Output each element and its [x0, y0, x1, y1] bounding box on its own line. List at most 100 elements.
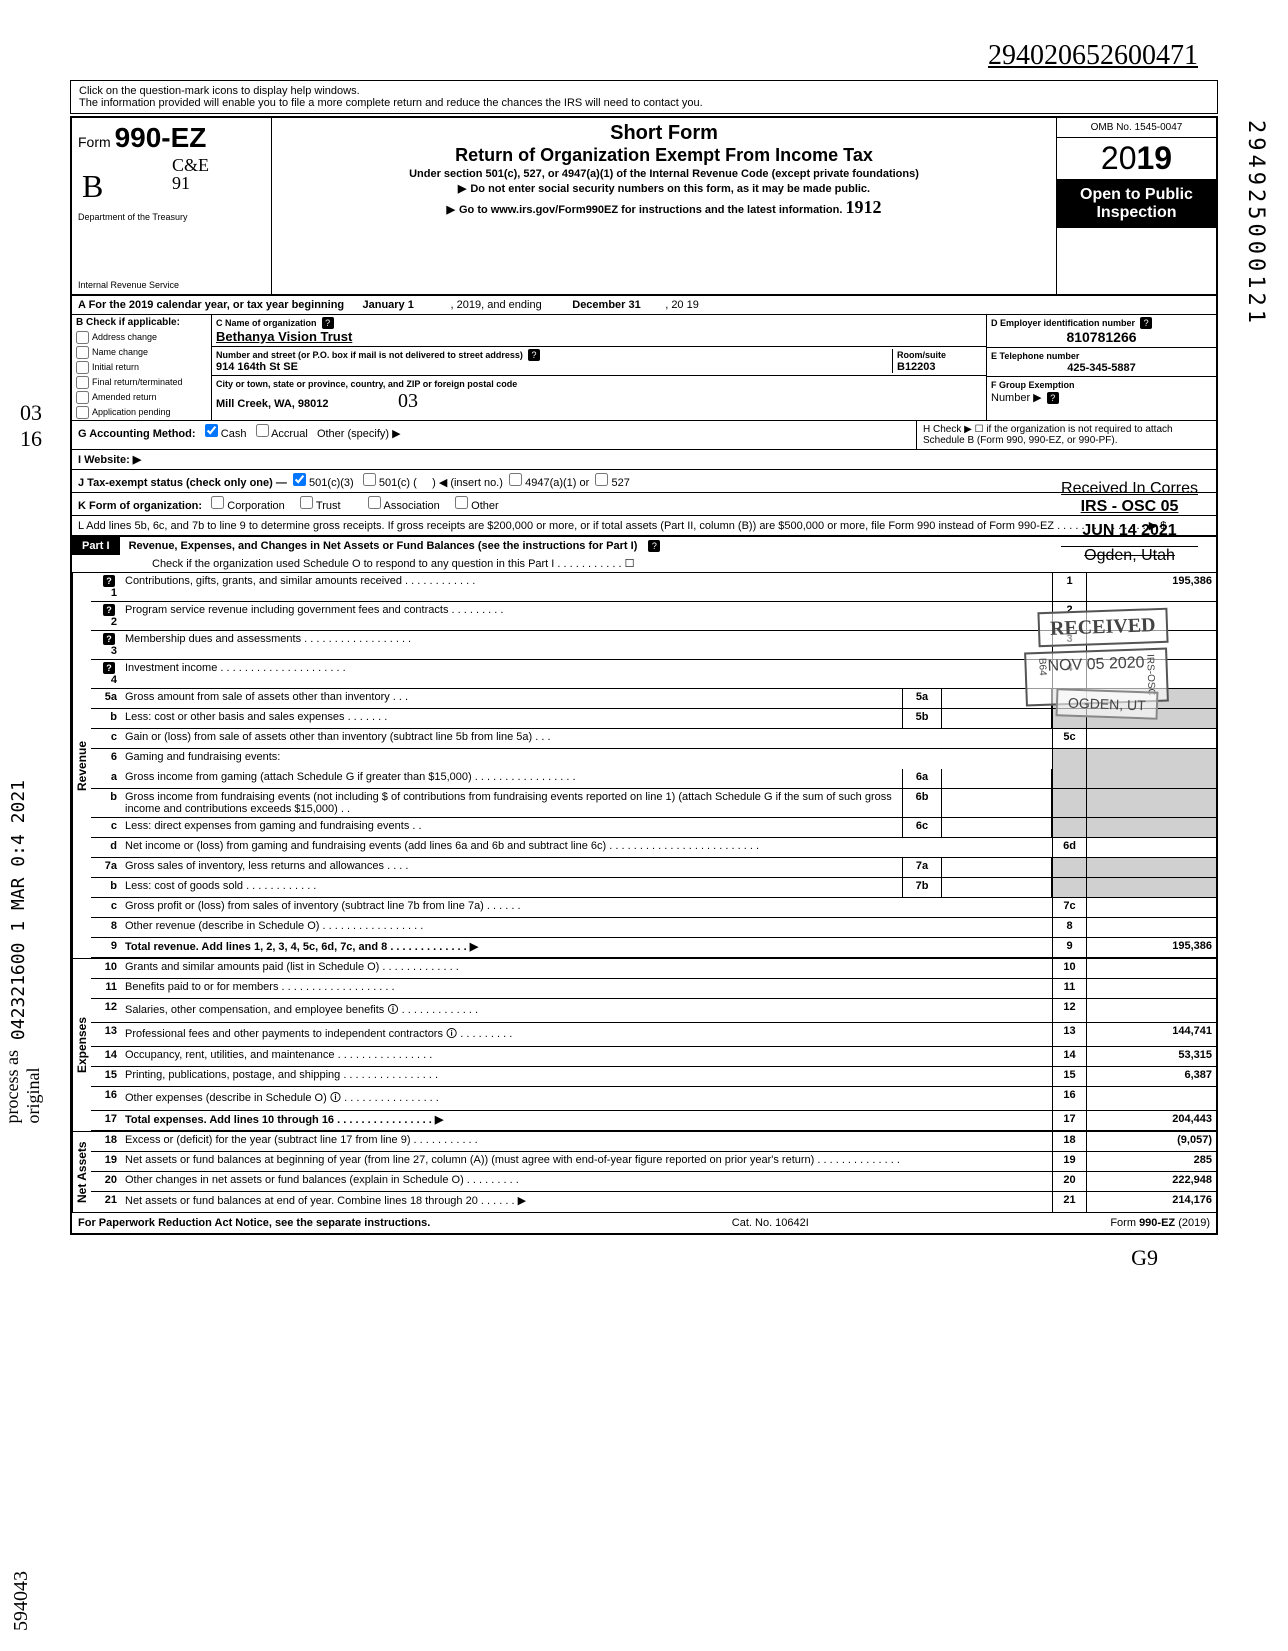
line-text: Benefits paid to or for members . . . . … — [121, 979, 1052, 998]
handwritten-1912: 1912 — [845, 197, 881, 217]
chk-application-pending[interactable]: Application pending — [72, 405, 211, 420]
line-box: 8 — [1052, 918, 1086, 937]
chk-501c[interactable] — [363, 473, 376, 486]
sub-box: 6c — [902, 818, 942, 837]
line-num: 10 — [91, 959, 121, 978]
help-icon[interactable]: ? — [1140, 317, 1152, 329]
ein-value: 810781266 — [991, 329, 1212, 345]
G-label: G Accounting Method: — [78, 428, 196, 440]
line-num: b — [91, 789, 121, 817]
J-label: J Tax-exempt status (check only one) — — [78, 477, 287, 489]
help-icon[interactable]: ? — [103, 662, 115, 674]
line-box: 16 — [1052, 1087, 1086, 1110]
chk-address-change[interactable]: Address change — [72, 330, 211, 345]
year-19: 19 — [1137, 140, 1173, 176]
help-icon[interactable]: ? — [528, 349, 540, 361]
form-footer: For Paperwork Reduction Act Notice, see … — [72, 1212, 1216, 1233]
stamp-received: RECEIVED — [1038, 608, 1169, 648]
recv-line1: Received In Corres — [1061, 480, 1198, 498]
help-icon[interactable]: ? — [648, 540, 660, 552]
line-14: 14Occupancy, rent, utilities, and mainte… — [91, 1047, 1216, 1067]
title-return: Return of Organization Exempt From Incom… — [278, 145, 1050, 166]
chk-trust[interactable] — [300, 496, 313, 509]
bold-text: Total revenue. Add lines 1, 2, 3, 4, 5c,… — [125, 941, 478, 953]
part1-header-row: Part I Revenue, Expenses, and Changes in… — [72, 535, 1216, 573]
bottom-left-handwriting: 594043 — [10, 1571, 33, 1631]
line-amt — [1086, 979, 1216, 998]
shade-box — [1052, 769, 1086, 788]
chk-4947[interactable] — [509, 473, 522, 486]
line-amt — [1086, 1087, 1216, 1110]
line-text: Gross sales of inventory, less returns a… — [121, 858, 902, 877]
help-icon[interactable]: ? — [322, 317, 334, 329]
line-5b: bLess: cost or other basis and sales exp… — [91, 709, 1216, 729]
expenses-section: Expenses 10Grants and similar amounts pa… — [72, 958, 1216, 1131]
chk-assoc[interactable] — [368, 496, 381, 509]
line-20: 20Other changes in net assets or fund ba… — [91, 1172, 1216, 1192]
shade-amt — [1086, 769, 1216, 788]
line-text: Occupancy, rent, utilities, and maintena… — [121, 1047, 1052, 1066]
header-right-block: OMB No. 1545-0047 2019 Open to Public In… — [1056, 118, 1216, 294]
chk-initial-return[interactable]: Initial return — [72, 360, 211, 375]
margin-hand-03-16: 03 16 — [20, 400, 42, 452]
line-16: 16Other expenses (describe in Schedule O… — [91, 1087, 1216, 1111]
chk-other[interactable] — [455, 496, 468, 509]
line-num: c — [91, 729, 121, 748]
E-phone-row: E Telephone number 425-345-5887 — [987, 348, 1216, 377]
help-icon[interactable]: ? — [1047, 392, 1059, 404]
sub-val — [942, 769, 1052, 788]
C-street-row: Number and street (or P.O. box if mail i… — [212, 347, 986, 376]
chk-final-return[interactable]: Final return/terminated — [72, 375, 211, 390]
line-text: Other expenses (describe in Schedule O) … — [121, 1087, 1052, 1110]
line-9: 9 Total revenue. Add lines 1, 2, 3, 4, 5c… — [91, 938, 1216, 958]
line-text: Investment income . . . . . . . . . . . … — [121, 660, 1052, 688]
goto-text: Go to www.irs.gov/Form990EZ for instruct… — [447, 204, 843, 216]
line-amt: 204,443 — [1086, 1111, 1216, 1130]
expenses-vlabel: Expenses — [72, 959, 91, 1131]
help-line2: The information provided will enable you… — [79, 97, 1209, 109]
help-icon[interactable]: ? — [103, 575, 115, 587]
D-ein-row: D Employer identification number ? 81078… — [987, 315, 1216, 348]
line-text: Membership dues and assessments . . . . … — [121, 631, 1052, 659]
line-text: Program service revenue including govern… — [121, 602, 1052, 630]
shade-amt — [1086, 878, 1216, 897]
tax-year: 2019 — [1057, 138, 1216, 180]
F-group-row: F Group Exemption Number ▶ ? — [987, 377, 1216, 406]
chk-amended-return[interactable]: Amended return — [72, 390, 211, 405]
line-box: 18 — [1052, 1132, 1086, 1151]
line-text: Contributions, gifts, grants, and simila… — [121, 573, 1052, 601]
shade-amt — [1086, 858, 1216, 877]
line-num: 7a — [91, 858, 121, 877]
line-num: 11 — [91, 979, 121, 998]
chk-501c3[interactable] — [293, 473, 306, 486]
line-text: Less: cost of goods sold . . . . . . . .… — [121, 878, 902, 897]
help-icon[interactable]: ? — [103, 604, 115, 616]
C-name-address: C Name of organization ? Bethanya Vision… — [212, 315, 986, 420]
chk-527[interactable] — [595, 473, 608, 486]
help-icon[interactable]: ? — [103, 633, 115, 645]
line-num: a — [91, 769, 121, 788]
line-num: 14 — [91, 1047, 121, 1066]
sub-box: 5a — [902, 689, 942, 708]
chk-accrual[interactable] — [256, 424, 269, 437]
city-value: Mill Creek, WA, 98012 — [216, 398, 329, 410]
chk-corp[interactable] — [211, 496, 224, 509]
line-amt: 222,948 — [1086, 1172, 1216, 1191]
line-7c: cGross profit or (loss) from sales of in… — [91, 898, 1216, 918]
line-num: 9 — [91, 938, 121, 957]
K-form-org: K Form of organization: Corporation Trus… — [72, 493, 1216, 516]
E-label: E Telephone number — [991, 351, 1079, 361]
sub-val — [942, 709, 1052, 728]
chk-cash[interactable] — [205, 424, 218, 437]
line-text: Net assets or fund balances at beginning… — [121, 1152, 1052, 1171]
sub-box: 7a — [902, 858, 942, 877]
line-num: 12 — [91, 999, 121, 1022]
line-18: 18Excess or (deficit) for the year (subt… — [91, 1132, 1216, 1152]
line-text: Printing, publications, postage, and shi… — [121, 1067, 1052, 1086]
help-text-box: Click on the question-mark icons to disp… — [70, 80, 1218, 114]
shade-box — [1052, 749, 1086, 769]
line-amt — [1086, 729, 1216, 748]
chk-name-change[interactable]: Name change — [72, 345, 211, 360]
stamp-nov-text: NOV 05 2020 — [1047, 654, 1144, 674]
open-line1: Open to Public — [1059, 186, 1214, 204]
